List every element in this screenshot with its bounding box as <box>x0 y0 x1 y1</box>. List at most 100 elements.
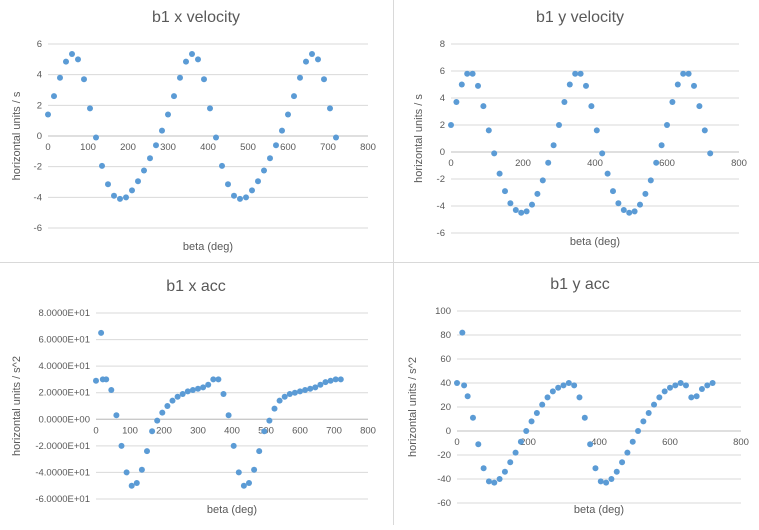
data-point <box>566 81 573 88</box>
x-tick-label: 0 <box>454 437 459 448</box>
data-point <box>577 70 584 77</box>
data-point <box>480 103 487 110</box>
y-tick-label: 0 <box>440 147 445 158</box>
data-point <box>179 391 186 398</box>
y-axis-title: horizontal units / s <box>413 94 425 183</box>
data-point <box>256 448 263 455</box>
data-point <box>169 397 176 404</box>
data-point <box>246 480 252 487</box>
data-point <box>69 50 75 57</box>
data-point <box>512 207 519 214</box>
data-point <box>464 393 471 400</box>
data-point <box>87 105 93 112</box>
data-point <box>626 209 633 216</box>
y-tick-label: 8 <box>440 39 445 50</box>
data-point <box>691 82 697 89</box>
data-point <box>593 127 600 134</box>
y-tick-label: 2.0000E+01 <box>38 388 90 399</box>
data-point <box>512 449 519 456</box>
data-point <box>133 480 140 487</box>
data-point <box>707 150 714 157</box>
data-point <box>99 162 105 169</box>
x-tick-label: 600 <box>659 158 675 169</box>
data-point <box>225 412 232 419</box>
data-point <box>647 177 654 184</box>
data-point <box>528 418 535 425</box>
data-point <box>281 393 288 400</box>
data-point <box>111 192 117 199</box>
data-point <box>491 150 498 157</box>
data-point <box>332 376 339 383</box>
chart-panel-x-velocity: b1 x velocity 6 4 2 0 -2 -4 -6 0 100 200 300 400 500 6… <box>0 0 393 262</box>
data-point <box>138 466 145 473</box>
data-point <box>518 209 525 216</box>
data-point <box>195 385 201 392</box>
data-point <box>464 70 471 77</box>
data-point <box>93 377 99 384</box>
data-point <box>108 387 115 394</box>
y-tick-label: -40 <box>437 474 451 485</box>
data-point <box>219 162 225 169</box>
data-point <box>237 195 243 202</box>
data-point <box>523 208 530 215</box>
x-tick-label: 200 <box>120 142 136 153</box>
data-point <box>550 142 557 149</box>
data-point <box>147 155 153 162</box>
data-point <box>507 200 514 207</box>
data-point <box>459 329 466 336</box>
y-tick-label: 20 <box>440 402 451 413</box>
data-point <box>629 438 636 445</box>
data-point <box>469 414 476 421</box>
data-point <box>291 389 298 396</box>
data-point <box>267 155 273 162</box>
data-point <box>285 111 291 118</box>
data-point <box>312 384 319 391</box>
data-point <box>105 181 111 188</box>
data-point <box>243 194 249 201</box>
data-point <box>315 56 321 63</box>
data-point <box>189 50 195 57</box>
y-tick-label: 100 <box>435 306 451 317</box>
data-point <box>317 381 324 388</box>
data-point <box>123 469 130 476</box>
data-point <box>533 410 540 416</box>
chart-panel-y-acc: b1 y acc 100 80 60 40 20 0 -20 -40 -60 0 200 400 600 8… <box>394 263 759 525</box>
data-point <box>545 159 552 166</box>
x-tick-label: 200 <box>156 425 172 436</box>
data-point <box>153 142 159 149</box>
data-point <box>51 93 57 100</box>
data-point <box>113 412 120 419</box>
data-point <box>225 181 231 188</box>
data-point <box>189 387 196 394</box>
data-point <box>624 449 631 456</box>
data-point <box>231 192 237 199</box>
data-point <box>642 190 649 197</box>
y-tick-label: -4 <box>34 192 42 203</box>
y-tick-label: -4 <box>437 201 445 212</box>
data-point <box>496 476 503 482</box>
y-axis-title: horizontal units / s <box>11 91 23 180</box>
data-point <box>637 201 643 208</box>
data-point <box>205 381 212 388</box>
data-point <box>174 393 181 400</box>
data-point <box>653 159 660 166</box>
data-point <box>461 382 468 389</box>
data-point <box>195 56 201 63</box>
y-tick-label: -4.0000E+01 <box>35 467 90 478</box>
data-point <box>458 81 465 88</box>
data-point <box>93 134 99 141</box>
y-tick-label: 2 <box>440 120 445 131</box>
chart-title: b1 x velocity <box>152 9 240 26</box>
data-point <box>485 478 492 485</box>
x-tick-label: 0 <box>448 158 453 169</box>
data-point <box>669 99 676 106</box>
data-point <box>123 194 129 201</box>
data-point <box>469 70 476 77</box>
data-point <box>592 465 599 472</box>
y-tick-label: 6 <box>440 66 445 77</box>
data-point <box>496 170 503 177</box>
data-point <box>701 127 708 134</box>
x-tick-label: 300 <box>190 425 206 436</box>
data-point <box>165 111 171 118</box>
